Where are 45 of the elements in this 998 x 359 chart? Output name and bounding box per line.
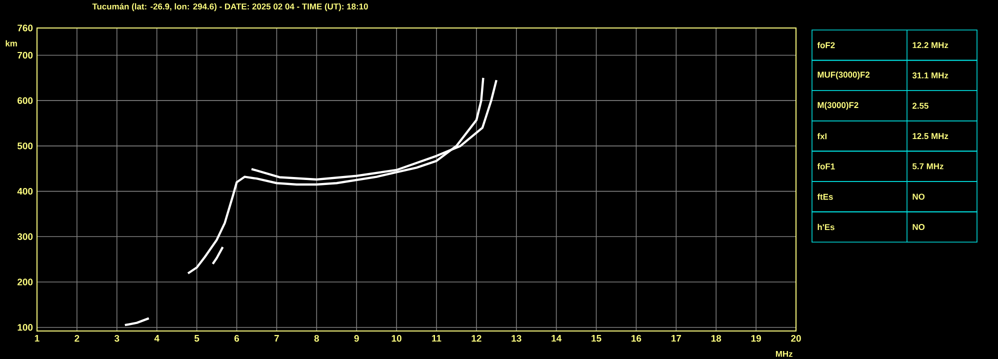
y-tick-label: 600 bbox=[18, 97, 33, 104]
x-tick-label: 17 bbox=[672, 335, 682, 342]
text: h'Es bbox=[818, 224, 834, 230]
x-tick-label: 4 bbox=[154, 335, 160, 342]
x-tick-label: 2 bbox=[74, 335, 80, 342]
y-tick-label: 400 bbox=[17, 188, 33, 195]
x-tick-label: 19 bbox=[751, 335, 761, 342]
x-tick-label: 11 bbox=[432, 335, 442, 342]
text: ftEs bbox=[817, 194, 833, 200]
x-axis-title: MHz bbox=[776, 350, 792, 357]
y-axis-title: km bbox=[6, 40, 17, 46]
x-tick-label: 20 bbox=[791, 335, 801, 342]
x-tick-label: 7 bbox=[274, 335, 279, 342]
text: NO bbox=[912, 194, 925, 200]
x-tick-label: 5 bbox=[194, 335, 200, 342]
x-tick-label: 13 bbox=[512, 335, 522, 342]
x-tick-label: 8 bbox=[314, 335, 319, 342]
text: NO bbox=[912, 224, 925, 230]
x-tick-label: 1 bbox=[34, 335, 40, 342]
chart-title: Tucumán (lat: -26.9, lon: 294.6) - DATE: 2025 02 04 - TIME (UT): 18:10 bbox=[92, 3, 368, 12]
x-tick-label: 12 bbox=[472, 335, 482, 342]
y-tick-label: 100 bbox=[18, 324, 33, 331]
y-tick-label: 700 bbox=[18, 52, 33, 59]
y-tick-label: 760 bbox=[18, 24, 33, 32]
x-tick-label: 15 bbox=[592, 335, 602, 342]
text: 5.7 MHz bbox=[912, 163, 944, 170]
text: M(3000)F2 bbox=[818, 102, 858, 110]
y-tick-label: 200 bbox=[18, 278, 33, 286]
x-tick-label: 3 bbox=[114, 335, 120, 342]
x-tick-label: 6 bbox=[234, 335, 240, 342]
y-tick-label: 500 bbox=[17, 142, 33, 150]
text: 12.5 MHz bbox=[912, 133, 948, 140]
text: 31.1 MHz bbox=[912, 72, 948, 78]
x-tick-label: 18 bbox=[711, 335, 722, 342]
x-tick-label: 10 bbox=[392, 335, 402, 342]
text: MUF(3000)F2 bbox=[818, 71, 870, 80]
y-tick-label: 300 bbox=[17, 233, 33, 240]
x-tick-label: 16 bbox=[632, 335, 642, 342]
text: 12.2 MHz bbox=[912, 42, 948, 48]
text: foF1 bbox=[817, 163, 835, 170]
text: 2.55 bbox=[912, 102, 928, 109]
x-tick-label: 14 bbox=[552, 335, 562, 342]
text: foF2 bbox=[817, 42, 835, 48]
text: fxI bbox=[817, 133, 827, 140]
x-tick-label: 9 bbox=[354, 335, 359, 342]
